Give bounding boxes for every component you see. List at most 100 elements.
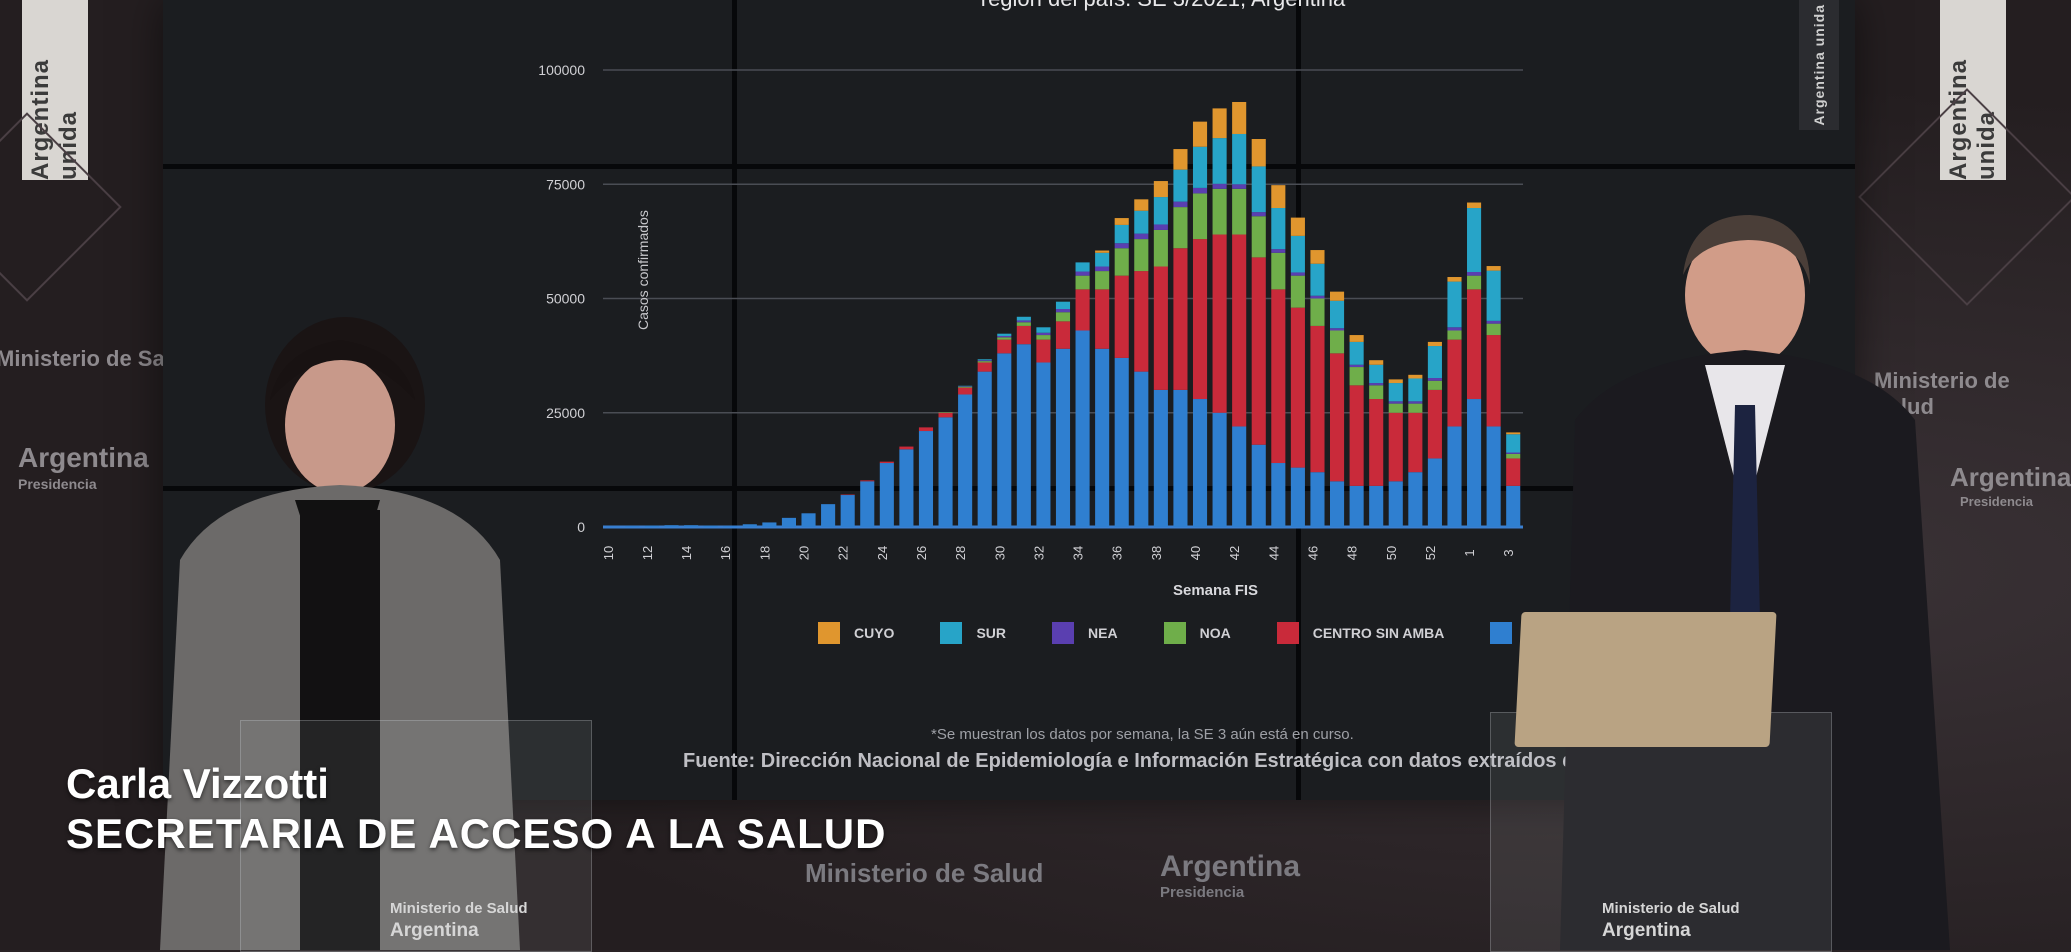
bar-segment — [1134, 199, 1149, 211]
bar-segment — [1349, 385, 1364, 486]
bar-segment — [1486, 320, 1501, 324]
bar-segment — [801, 513, 816, 527]
bar-segment — [1095, 289, 1110, 349]
bar-segment — [1232, 133, 1247, 185]
bar-segment — [1447, 426, 1462, 527]
bar-segment — [1271, 463, 1286, 527]
x-tick-label: 14 — [679, 546, 694, 560]
x-tick-label: 12 — [640, 546, 655, 560]
legend-item: SUR — [940, 622, 1006, 644]
bar-segment — [938, 412, 953, 413]
legend-label: SUR — [976, 625, 1007, 641]
bar-segment — [1173, 207, 1188, 249]
bar-segment — [1232, 234, 1247, 427]
bar-segment — [1055, 321, 1071, 349]
bar-segment — [1212, 138, 1227, 184]
x-tick-label: 36 — [1110, 546, 1125, 560]
bar-segment — [1310, 325, 1325, 473]
bar-segment — [1192, 239, 1208, 400]
bar-segment — [1506, 452, 1521, 454]
bar-segment — [1114, 275, 1129, 358]
bar-segment — [899, 446, 914, 450]
bar-segment — [1310, 472, 1325, 527]
bar-segment — [1349, 335, 1364, 342]
y-tick-label: 75000 — [546, 176, 585, 192]
x-tick-label: 46 — [1305, 546, 1320, 560]
laptop — [1514, 612, 1777, 747]
right-argentina-text: Argentina — [1950, 462, 2071, 492]
bar-segment — [1408, 403, 1423, 413]
bar-segment — [1036, 335, 1051, 340]
bar-segment — [1349, 341, 1364, 365]
x-tick-label: 1 — [1462, 549, 1477, 556]
podium-right-ministerio: Ministerio de Salud — [1602, 900, 1740, 917]
bar-segment — [1310, 263, 1325, 296]
bar-segment — [1251, 166, 1266, 213]
bar-segment — [1369, 360, 1384, 365]
bar-segment — [1506, 453, 1521, 459]
x-tick-label: 48 — [1345, 546, 1360, 560]
bar-segment — [1036, 362, 1051, 527]
bar-segment — [684, 525, 699, 527]
bar-segment — [1408, 401, 1423, 404]
bar-segment — [997, 333, 1012, 336]
bar-segment — [958, 386, 973, 388]
bar-segment — [879, 463, 894, 527]
bar-segment — [899, 449, 914, 527]
bar-segment — [1329, 330, 1345, 354]
left-banner: Argentina unida — [22, 0, 88, 180]
legend-item: CUYO — [818, 622, 894, 644]
x-tick-label: 20 — [797, 546, 812, 560]
y-tick-label: 50000 — [546, 291, 585, 307]
chart-title: región del país. SE 3/2021, Argentina — [763, 0, 1563, 12]
bar-segment — [1506, 485, 1521, 527]
legend-swatch — [1490, 622, 1513, 644]
bar-segment — [1369, 383, 1384, 386]
bar-segment — [1153, 389, 1168, 527]
bar-segment — [1290, 467, 1305, 527]
bar-segment — [1329, 353, 1345, 482]
bar-segment — [1134, 233, 1149, 240]
bar-segment — [1251, 139, 1266, 167]
bar-segment — [879, 461, 894, 464]
bar-segment — [997, 339, 1012, 354]
x-axis-label: Semana FIS — [1173, 582, 1259, 599]
podium-right — [1490, 712, 1832, 952]
bar-segment — [1447, 339, 1462, 427]
legend-label: CENTRO SIN AMBA — [1312, 625, 1445, 641]
bar-segment — [1506, 432, 1521, 435]
x-tick-label: 26 — [914, 546, 929, 560]
bar-segment — [1075, 289, 1090, 331]
bar-segment — [1173, 248, 1188, 390]
legend-swatch — [1163, 622, 1186, 644]
screen-banner: Argentina unida — [1799, 0, 1839, 130]
bar-segment — [1447, 281, 1462, 328]
bar-segment — [1075, 275, 1090, 290]
bar-segment — [1036, 339, 1051, 363]
bar-segment — [723, 526, 738, 527]
bar-segment — [742, 524, 757, 527]
podium-right-argentina: Argentina — [1602, 920, 1691, 941]
left-argentina-text: Argentina — [18, 442, 149, 473]
bar-segment — [1173, 169, 1188, 202]
floor-ministerio-text: Ministerio de Salud — [805, 858, 1044, 888]
bar-segment — [1212, 188, 1227, 235]
legend-label: NOA — [1199, 625, 1231, 641]
podium-left — [240, 720, 592, 952]
bar-segment — [1173, 389, 1188, 527]
bar-segment — [625, 526, 640, 527]
bar-segment — [1114, 243, 1129, 249]
bar-segment — [1134, 271, 1149, 372]
bar-segment — [1153, 266, 1168, 390]
bar-segment — [1388, 481, 1403, 527]
bar-segment — [1114, 224, 1129, 244]
bar-segment — [1016, 316, 1031, 321]
bar-segment — [1055, 348, 1071, 527]
x-tick-label: 16 — [718, 546, 733, 560]
bar-segment — [1192, 146, 1208, 188]
bar-segment — [1212, 234, 1227, 413]
bar-segment — [1095, 250, 1110, 253]
bar-segment — [1486, 266, 1501, 271]
bar-segment — [1192, 121, 1208, 147]
bar-segment — [1055, 309, 1071, 313]
